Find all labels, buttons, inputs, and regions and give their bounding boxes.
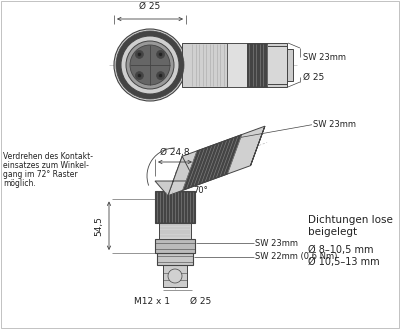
Circle shape — [135, 50, 143, 58]
Polygon shape — [250, 126, 265, 165]
Text: Verdrehen des Kontakt-: Verdrehen des Kontakt- — [3, 152, 93, 161]
Text: SW 23mm: SW 23mm — [313, 120, 356, 129]
Text: beigelegt: beigelegt — [308, 227, 357, 237]
Circle shape — [157, 72, 165, 80]
Text: gang im 72° Raster: gang im 72° Raster — [3, 170, 78, 179]
Text: Ø 25: Ø 25 — [139, 2, 161, 11]
Circle shape — [130, 45, 170, 85]
Circle shape — [114, 29, 186, 101]
Bar — [159, 223, 191, 239]
Circle shape — [159, 74, 163, 78]
Bar — [163, 265, 187, 287]
Text: Ø 25: Ø 25 — [303, 72, 324, 82]
Circle shape — [137, 52, 141, 56]
Circle shape — [159, 52, 163, 56]
Bar — [247, 43, 267, 87]
Text: Ø 24,8: Ø 24,8 — [160, 148, 190, 157]
Circle shape — [116, 31, 184, 99]
Bar — [182, 43, 287, 87]
Bar — [157, 253, 193, 265]
Polygon shape — [183, 135, 242, 190]
Text: SW 23mm: SW 23mm — [303, 53, 346, 62]
Bar — [287, 49, 293, 81]
Text: SW 23mm: SW 23mm — [255, 239, 298, 247]
Text: einsatzes zum Winkel-: einsatzes zum Winkel- — [3, 161, 89, 170]
Text: SW 22mm (0,6 Nm): SW 22mm (0,6 Nm) — [255, 252, 337, 262]
Circle shape — [157, 50, 165, 58]
Text: Ø 10,5–13 mm: Ø 10,5–13 mm — [308, 257, 380, 267]
Circle shape — [168, 269, 182, 283]
Circle shape — [126, 41, 174, 89]
Polygon shape — [168, 126, 265, 196]
Text: Ø 8–10,5 mm: Ø 8–10,5 mm — [308, 245, 374, 255]
Text: Ø 25: Ø 25 — [190, 297, 211, 306]
Text: M12 x 1: M12 x 1 — [134, 297, 170, 306]
Circle shape — [121, 36, 179, 94]
Bar — [155, 239, 195, 253]
Polygon shape — [155, 156, 195, 196]
Circle shape — [137, 74, 141, 78]
Bar — [267, 46, 287, 84]
Text: 70°: 70° — [193, 186, 208, 195]
Text: 54,5: 54,5 — [94, 216, 103, 236]
Circle shape — [135, 72, 143, 80]
Bar — [155, 191, 195, 223]
Text: Dichtungen lose: Dichtungen lose — [308, 215, 393, 225]
Text: möglich.: möglich. — [3, 179, 36, 188]
Bar — [227, 43, 247, 87]
